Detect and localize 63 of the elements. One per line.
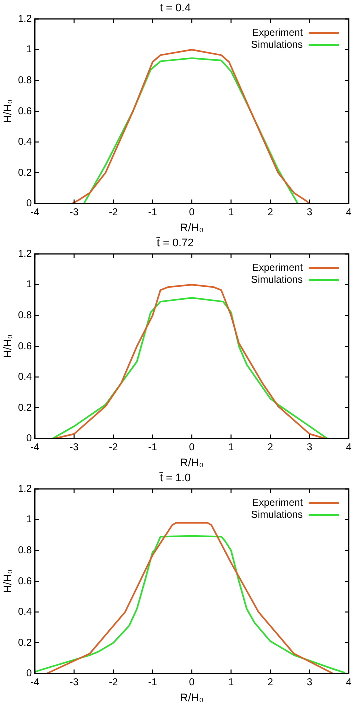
x-tick-label: -4: [30, 678, 40, 689]
y-tick-label: 0.2: [18, 638, 33, 649]
x-tick-label: -1: [148, 442, 158, 454]
x-tick-label: 1: [228, 442, 235, 454]
y-tick-label: 0.8: [18, 310, 33, 322]
x-tick-label: 1: [228, 678, 235, 689]
x-tick-label: -4: [30, 442, 40, 454]
x-tick-label: 0: [189, 442, 196, 454]
x-axis-title: R/H₀: [180, 222, 204, 234]
x-tick-label: -1: [148, 208, 158, 219]
x-tick-label: -2: [109, 678, 118, 689]
legend-label: Experiment: [252, 498, 304, 509]
x-tick-label: 0: [189, 208, 196, 219]
legend-label: Simulations: [251, 274, 303, 286]
y-axis-title: H/H₀: [2, 570, 15, 594]
y-tick-label: 0.2: [18, 402, 33, 414]
x-tick-label: 2: [268, 678, 274, 689]
x-tick-label: 3: [306, 208, 313, 219]
x-tick-label: 4: [346, 208, 352, 219]
y-tick-label: 0.8: [18, 75, 33, 86]
y-tick-label: 0.2: [18, 168, 33, 179]
x-axis-title: R/H₀: [180, 692, 204, 704]
y-tick-label: 0.4: [18, 372, 33, 384]
y-tick-label: 0.4: [18, 137, 33, 148]
x-tick-label: 1: [228, 208, 235, 219]
x-tick-label: 0: [189, 678, 196, 689]
x-tick-label: -3: [70, 678, 80, 689]
x-tick-label: 3: [306, 678, 313, 689]
legend-label: Simulations: [251, 40, 303, 51]
y-tick-label: 0.6: [18, 576, 33, 588]
y-tick-label: 1.2: [18, 248, 33, 260]
y-tick-label: 0.8: [18, 545, 33, 556]
y-tick-label: 1.2: [18, 484, 33, 495]
x-tick-label: -3: [70, 208, 80, 219]
chart-title: t̃ = 1.0: [158, 472, 191, 485]
y-tick-label: 0: [26, 434, 33, 445]
x-tick-label: -1: [148, 678, 158, 689]
y-tick-label: 0.4: [18, 607, 33, 618]
y-tick-label: 1: [26, 514, 33, 526]
x-tick-label: -4: [30, 208, 40, 219]
x-axis-title: R/H₀: [180, 457, 204, 470]
legend-label: Experiment: [252, 28, 304, 39]
y-axis-title: H/H₀: [2, 100, 15, 124]
x-tick-label: 2: [268, 208, 274, 219]
chart-title: t = 0.4: [160, 2, 191, 15]
y-tick-label: 1.2: [18, 14, 33, 25]
x-tick-label: 3: [306, 442, 313, 454]
y-tick-label: 0.6: [18, 341, 33, 352]
x-tick-label: 4: [346, 442, 352, 454]
x-tick-label: -3: [70, 442, 80, 454]
chart-title: t̃ = 0.72: [156, 237, 194, 250]
legend-label: Experiment: [252, 262, 304, 274]
x-tick-label: -2: [109, 208, 118, 219]
x-tick-label: -2: [109, 442, 118, 454]
y-tick-label: 0: [26, 668, 33, 680]
x-tick-label: 2: [268, 442, 274, 454]
y-tick-label: 0: [26, 198, 33, 210]
y-tick-label: 1: [26, 44, 33, 56]
y-tick-label: 0.6: [18, 106, 33, 118]
legend-label: Simulations: [251, 510, 303, 521]
y-axis-title: H/H₀: [2, 334, 15, 358]
y-tick-label: 1: [26, 280, 33, 291]
x-tick-label: 4: [346, 678, 352, 689]
